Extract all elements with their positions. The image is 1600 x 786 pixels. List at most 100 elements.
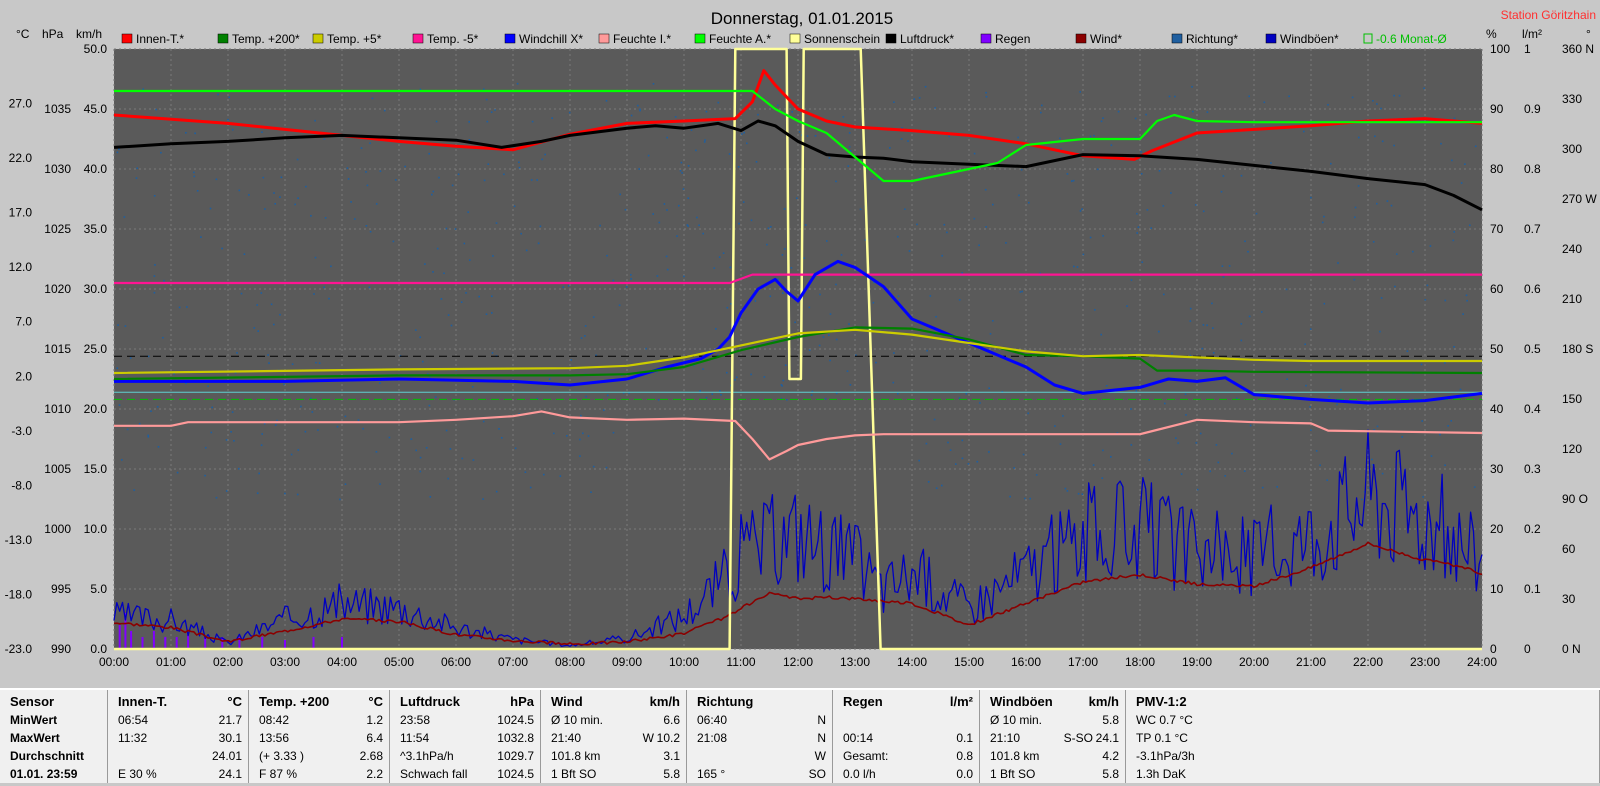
- richtung-point: [518, 161, 520, 164]
- richtung-point: [1140, 151, 1142, 153]
- richtung-point: [261, 131, 263, 133]
- richtung-point: [988, 451, 990, 453]
- stats-cell-value: 1029.7: [497, 749, 534, 763]
- x-tick-label: 11:00: [726, 655, 755, 669]
- richtung-point: [185, 382, 187, 385]
- richtung-point: [1013, 467, 1015, 469]
- stats-cell-value: 6.4: [366, 731, 383, 745]
- stats-cell-label: 21:10: [990, 731, 1021, 745]
- richtung-point: [1033, 350, 1035, 352]
- richtung-point: [784, 364, 787, 366]
- richtung-point: [529, 486, 532, 489]
- richtung-point: [720, 394, 722, 396]
- stats-cell-value: 2.68: [359, 749, 383, 763]
- x-tick-label: 04:00: [327, 655, 357, 669]
- richtung-point: [123, 216, 126, 218]
- richtung-point: [933, 334, 936, 336]
- richtung-point: [1195, 442, 1198, 444]
- richtung-point: [383, 109, 386, 112]
- richtung-point: [584, 325, 587, 327]
- x-tick-label: 19:00: [1182, 655, 1212, 669]
- kmh-tick-label: 25.0: [84, 342, 108, 356]
- richtung-point: [516, 82, 519, 85]
- richtung-point: [1429, 245, 1432, 247]
- legend-label: Innen-T.*: [136, 32, 184, 46]
- richtung-point: [443, 272, 445, 275]
- richtung-point: [491, 295, 493, 298]
- richtung-point: [961, 439, 964, 442]
- richtung-point: [300, 405, 302, 408]
- richtung-point: [1201, 347, 1204, 350]
- richtung-point: [755, 161, 758, 163]
- stats-cell-label: 13:56: [259, 731, 290, 745]
- richtung-point: [193, 175, 196, 178]
- richtung-point: [487, 163, 490, 165]
- richtung-point: [1288, 95, 1290, 98]
- richtung-point: [465, 292, 467, 294]
- stats-cell-label: 1 Bft SO: [551, 767, 597, 781]
- richtung-point: [1361, 498, 1363, 501]
- richtung-point: [718, 256, 721, 258]
- richtung-point: [847, 165, 850, 167]
- deg-tick-label: 300: [1562, 142, 1582, 156]
- richtung-point: [1401, 436, 1403, 438]
- richtung-point: [369, 142, 371, 144]
- stats-row: 101.8 km 4.2: [986, 749, 1119, 768]
- stats-cell-value: 5.8: [1102, 713, 1119, 727]
- richtung-point: [835, 338, 838, 341]
- richtung-point: [770, 226, 772, 228]
- stats-cell-value: 1032.8: [497, 731, 534, 745]
- richtung-point: [1135, 390, 1138, 392]
- hpa-tick-label: 1015: [44, 342, 71, 356]
- richtung-point: [1020, 169, 1023, 171]
- richtung-point: [1372, 100, 1374, 102]
- richtung-point: [253, 327, 256, 329]
- richtung-point: [1018, 194, 1020, 197]
- x-tick-label: 21:00: [1296, 655, 1326, 669]
- stats-row: MinWert: [6, 713, 101, 732]
- richtung-point: [729, 266, 732, 269]
- richtung-point: [450, 324, 453, 327]
- richtung-point: [587, 435, 590, 437]
- richtung-point: [451, 184, 454, 187]
- legend-swatch: [789, 33, 801, 44]
- richtung-point: [735, 376, 738, 379]
- richtung-point: [539, 225, 542, 228]
- richtung-point: [1130, 279, 1133, 281]
- stats-cell-value: 1024.5: [497, 767, 534, 781]
- innen-line: [113, 69, 1483, 161]
- stats-row: Gesamt: 0.8: [839, 749, 973, 768]
- richtung-point: [1081, 208, 1083, 210]
- richtung-point: [428, 404, 431, 407]
- richtung-point: [1376, 425, 1379, 428]
- richtung-point: [1222, 276, 1225, 278]
- richtung-point: [702, 232, 704, 235]
- richtung-point: [485, 98, 488, 101]
- richtung-point: [1327, 104, 1329, 106]
- richtung-point: [330, 265, 332, 268]
- richtung-point: [1309, 406, 1311, 408]
- percent-tick-label: 70: [1490, 222, 1504, 236]
- x-tick-label: 15:00: [954, 655, 984, 669]
- richtung-point: [873, 281, 875, 284]
- stats-cell-value: 0.0: [956, 767, 973, 781]
- x-tick-label: 22:00: [1353, 655, 1383, 669]
- richtung-point: [985, 91, 987, 94]
- hpa-tick-label: 1005: [44, 462, 71, 476]
- richtung-point: [248, 194, 250, 196]
- richtung-point: [630, 114, 633, 117]
- richtung-point: [524, 471, 527, 473]
- richtung-point: [979, 402, 981, 404]
- richtung-point: [186, 306, 188, 308]
- richtung-point: [682, 188, 685, 190]
- stats-row: WC 0.7 °C: [1132, 713, 1593, 732]
- richtung-point: [211, 406, 213, 409]
- richtung-point: [1423, 87, 1425, 90]
- stats-title: Wind: [551, 694, 583, 709]
- richtung-point: [567, 285, 570, 287]
- richtung-point: [503, 173, 505, 176]
- richtung-point: [1028, 201, 1030, 204]
- hpa-tick-label: 1000: [44, 522, 71, 536]
- sonnenschein-line: [114, 47, 1482, 651]
- richtung-point: [1228, 265, 1231, 267]
